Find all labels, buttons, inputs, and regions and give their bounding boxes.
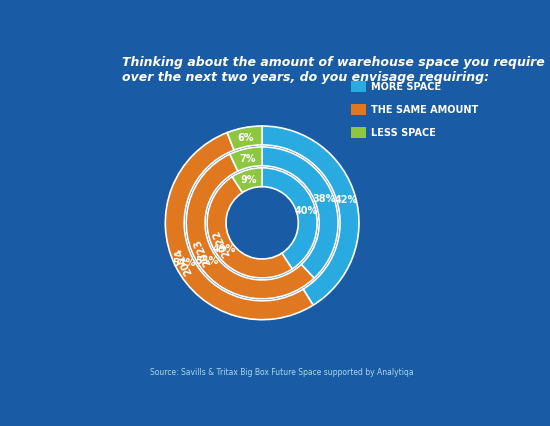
Wedge shape [186, 155, 314, 299]
Text: 2022: 2022 [210, 227, 232, 258]
Text: 38%: 38% [312, 194, 336, 204]
Text: THE SAME AMOUNT: THE SAME AMOUNT [371, 105, 478, 115]
Wedge shape [227, 127, 262, 151]
FancyBboxPatch shape [351, 82, 366, 92]
Text: 49%: 49% [212, 243, 235, 253]
Text: 7%: 7% [239, 154, 256, 164]
Wedge shape [262, 168, 317, 269]
Text: 40%: 40% [294, 205, 317, 216]
Text: Thinking about the amount of warehouse space you require
over the next two years: Thinking about the amount of warehouse s… [123, 56, 545, 84]
Text: 42%: 42% [334, 195, 358, 204]
Text: 6%: 6% [238, 132, 254, 143]
Wedge shape [262, 127, 359, 305]
Text: LESS SPACE: LESS SPACE [371, 128, 436, 138]
Wedge shape [230, 147, 262, 172]
FancyBboxPatch shape [351, 105, 366, 115]
Text: 55%: 55% [195, 256, 219, 265]
Wedge shape [262, 147, 338, 279]
Text: MORE SPACE: MORE SPACE [371, 82, 441, 92]
Text: 9%: 9% [241, 175, 257, 185]
Wedge shape [232, 168, 262, 193]
Text: 54%: 54% [172, 257, 196, 267]
Text: 2023: 2023 [191, 236, 212, 267]
Wedge shape [166, 133, 313, 320]
FancyBboxPatch shape [351, 128, 366, 138]
Text: Source: Savills & Tritax Big Box Future Space supported by Analytiqa: Source: Savills & Tritax Big Box Future … [150, 367, 414, 376]
Wedge shape [207, 177, 292, 278]
Text: 2024: 2024 [172, 245, 194, 276]
